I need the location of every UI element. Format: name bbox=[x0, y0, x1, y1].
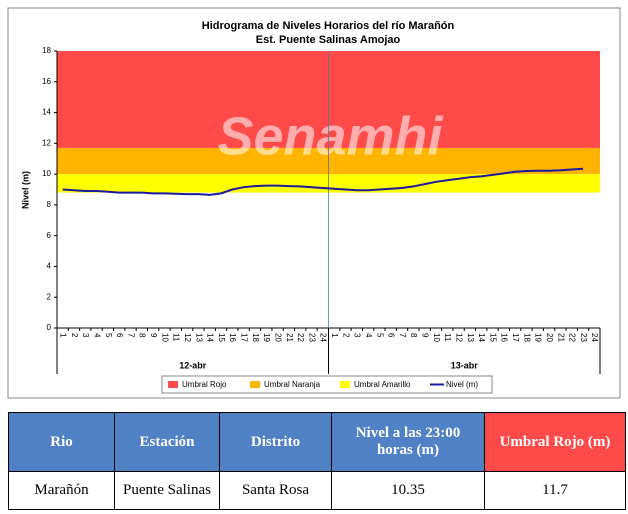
legend: Umbral Rojo Umbral Naranja Umbral Amarillo… bbox=[161, 375, 493, 394]
y-axis-label: Nivel (m) bbox=[20, 171, 30, 209]
x-tick-label: 23 bbox=[579, 333, 588, 342]
x-tick-label: 18 bbox=[251, 333, 260, 342]
x-tick-label: 1 bbox=[59, 333, 68, 338]
legend-swatch bbox=[250, 381, 260, 388]
x-tick-label: 11 bbox=[172, 333, 181, 342]
x-tick-label: 14 bbox=[206, 333, 215, 342]
chart-title: Hidrograma de Niveles Horarios del río M… bbox=[202, 20, 455, 32]
x-tick-label: 9 bbox=[149, 333, 158, 338]
x-tick-label: 5 bbox=[375, 333, 384, 338]
x-tick-label: 13 bbox=[194, 333, 203, 342]
x-tick-label: 12 bbox=[183, 333, 192, 342]
x-tick-label: 17 bbox=[240, 333, 249, 342]
y-tick-label: 16 bbox=[42, 77, 51, 86]
x-tick-label: 6 bbox=[115, 333, 124, 338]
x-tick-label: 10 bbox=[160, 333, 169, 342]
cell: Santa Rosa bbox=[219, 471, 332, 510]
header-row: Rio Estación Distrito Nivel a las 23:00 … bbox=[8, 412, 626, 472]
x-tick-label: 13 bbox=[466, 333, 475, 342]
x-tick-label: 20 bbox=[545, 333, 554, 342]
chart-subtitle: Est. Puente Salinas Amojao bbox=[256, 34, 401, 46]
x-tick-label: 19 bbox=[262, 333, 271, 342]
x-tick-label: 3 bbox=[353, 333, 362, 338]
x-tick-label: 15 bbox=[488, 333, 497, 342]
header-cell: Rio bbox=[8, 412, 115, 472]
x-tick-label: 22 bbox=[296, 333, 305, 342]
legend-frame bbox=[161, 375, 493, 394]
x-tick-label: 15 bbox=[217, 333, 226, 342]
x-tick-label: 20 bbox=[273, 333, 282, 342]
legend-swatch bbox=[168, 381, 178, 388]
x-tick-label: 16 bbox=[228, 333, 237, 342]
legend-label: Nivel (m) bbox=[446, 380, 478, 389]
y-tick-label: 2 bbox=[47, 292, 52, 301]
x-tick-label: 18 bbox=[522, 333, 531, 342]
y-tick-label: 14 bbox=[42, 108, 51, 117]
x-tick-label: 4 bbox=[364, 333, 373, 338]
x-tick-label: 10 bbox=[432, 333, 441, 342]
y-tick-label: 0 bbox=[47, 323, 52, 332]
chart: Hidrograma de Niveles Horarios del río M… bbox=[7, 7, 621, 399]
x-tick-label: 21 bbox=[556, 333, 565, 342]
x-tick-label: 7 bbox=[126, 333, 135, 338]
y-tick-label: 12 bbox=[42, 138, 51, 147]
x-tick-label: 11 bbox=[443, 333, 452, 342]
x-tick-label: 4 bbox=[92, 333, 101, 338]
y-tick-label: 4 bbox=[47, 262, 52, 271]
x-tick-label: 2 bbox=[341, 333, 350, 338]
x-tick-label: 16 bbox=[500, 333, 509, 342]
x-tick-label: 21 bbox=[285, 333, 294, 342]
x-tick-label: 12 bbox=[454, 333, 463, 342]
summary-table: Rio Estación Distrito Nivel a las 23:00 … bbox=[8, 412, 626, 510]
x-tick-label: 23 bbox=[307, 333, 316, 342]
x-tick-label: 7 bbox=[398, 333, 407, 338]
legend-label: Umbral Amarillo bbox=[354, 380, 411, 389]
header-cell: Distrito bbox=[219, 412, 332, 472]
group-label: 13-abr bbox=[451, 360, 479, 370]
x-tick-label: 19 bbox=[534, 333, 543, 342]
x-tick-label: 17 bbox=[511, 333, 520, 342]
y-tick-label: 10 bbox=[42, 169, 51, 178]
level-line bbox=[62, 167, 584, 196]
group-label: 12-abr bbox=[179, 360, 207, 370]
header-cell: Umbral Rojo (m) bbox=[484, 412, 626, 472]
legend-label: Umbral Naranja bbox=[264, 380, 321, 389]
x-tick-label: 9 bbox=[421, 333, 430, 338]
header-cell: Estación bbox=[114, 412, 220, 472]
legend-label: Umbral Rojo bbox=[182, 380, 227, 389]
x-tick-label: 3 bbox=[81, 333, 90, 338]
cell: Marañón bbox=[8, 471, 115, 510]
y-tick-label: 18 bbox=[42, 46, 51, 55]
cell: 11.7 bbox=[484, 471, 626, 510]
y-tick-label: 6 bbox=[47, 231, 52, 240]
x-tick-label: 8 bbox=[138, 333, 147, 338]
cell: Puente Salinas bbox=[114, 471, 220, 510]
x-tick-label: 22 bbox=[568, 333, 577, 342]
x-tick-label: 24 bbox=[590, 333, 599, 342]
x-tick-label: 8 bbox=[409, 333, 418, 338]
legend-swatch bbox=[340, 381, 350, 388]
x-tick-label: 1 bbox=[330, 333, 339, 338]
watermark: Senamhi bbox=[217, 106, 443, 166]
data-row: Marañón Puente Salinas Santa Rosa 10.35 … bbox=[8, 471, 626, 510]
x-tick-label: 14 bbox=[477, 333, 486, 342]
x-tick-label: 6 bbox=[387, 333, 396, 338]
x-tick-label: 24 bbox=[319, 333, 328, 342]
x-tick-label: 5 bbox=[104, 333, 113, 338]
y-tick-label: 8 bbox=[47, 200, 52, 209]
x-tick-label: 2 bbox=[70, 333, 79, 338]
cell: 10.35 bbox=[331, 471, 485, 510]
header-cell: Nivel a las 23:00 horas (m) bbox=[331, 412, 485, 472]
